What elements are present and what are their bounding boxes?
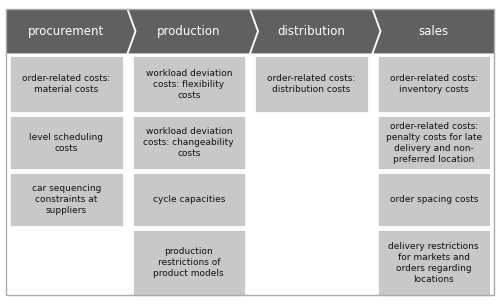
- FancyBboxPatch shape: [132, 172, 246, 227]
- Text: sales: sales: [418, 25, 449, 38]
- FancyBboxPatch shape: [132, 115, 246, 170]
- Text: distribution: distribution: [278, 25, 345, 38]
- FancyBboxPatch shape: [376, 172, 491, 227]
- Text: delivery restrictions
for markets and
orders regarding
locations: delivery restrictions for markets and or…: [388, 242, 479, 284]
- FancyBboxPatch shape: [9, 172, 124, 227]
- Polygon shape: [374, 9, 494, 54]
- FancyBboxPatch shape: [376, 115, 491, 170]
- Text: cycle capacities: cycle capacities: [152, 195, 225, 204]
- FancyBboxPatch shape: [132, 55, 246, 113]
- Text: order-related costs:
inventory costs: order-related costs: inventory costs: [390, 74, 478, 95]
- Text: order-related costs:
material costs: order-related costs: material costs: [22, 74, 110, 95]
- Text: order-related costs:
distribution costs: order-related costs: distribution costs: [267, 74, 356, 95]
- Text: workload deviation
costs: changeability
costs: workload deviation costs: changeability …: [144, 127, 234, 158]
- Polygon shape: [128, 9, 257, 54]
- FancyBboxPatch shape: [132, 229, 246, 297]
- FancyBboxPatch shape: [376, 229, 491, 297]
- FancyBboxPatch shape: [9, 115, 124, 170]
- Polygon shape: [6, 9, 134, 54]
- FancyBboxPatch shape: [254, 55, 368, 113]
- Text: order-related costs:
penalty costs for late
delivery and non-
preferred location: order-related costs: penalty costs for l…: [386, 122, 482, 164]
- Text: order spacing costs: order spacing costs: [390, 195, 478, 204]
- Text: production: production: [157, 25, 220, 38]
- Text: car sequencing
constraints at
suppliers: car sequencing constraints at suppliers: [32, 184, 101, 215]
- Text: procurement: procurement: [28, 25, 104, 38]
- Text: level scheduling
costs: level scheduling costs: [29, 133, 104, 153]
- FancyBboxPatch shape: [376, 55, 491, 113]
- Polygon shape: [251, 9, 380, 54]
- Text: workload deviation
costs: flexibility
costs: workload deviation costs: flexibility co…: [146, 69, 232, 100]
- Text: production
restrictions of
product models: production restrictions of product model…: [154, 247, 224, 278]
- FancyBboxPatch shape: [9, 55, 124, 113]
